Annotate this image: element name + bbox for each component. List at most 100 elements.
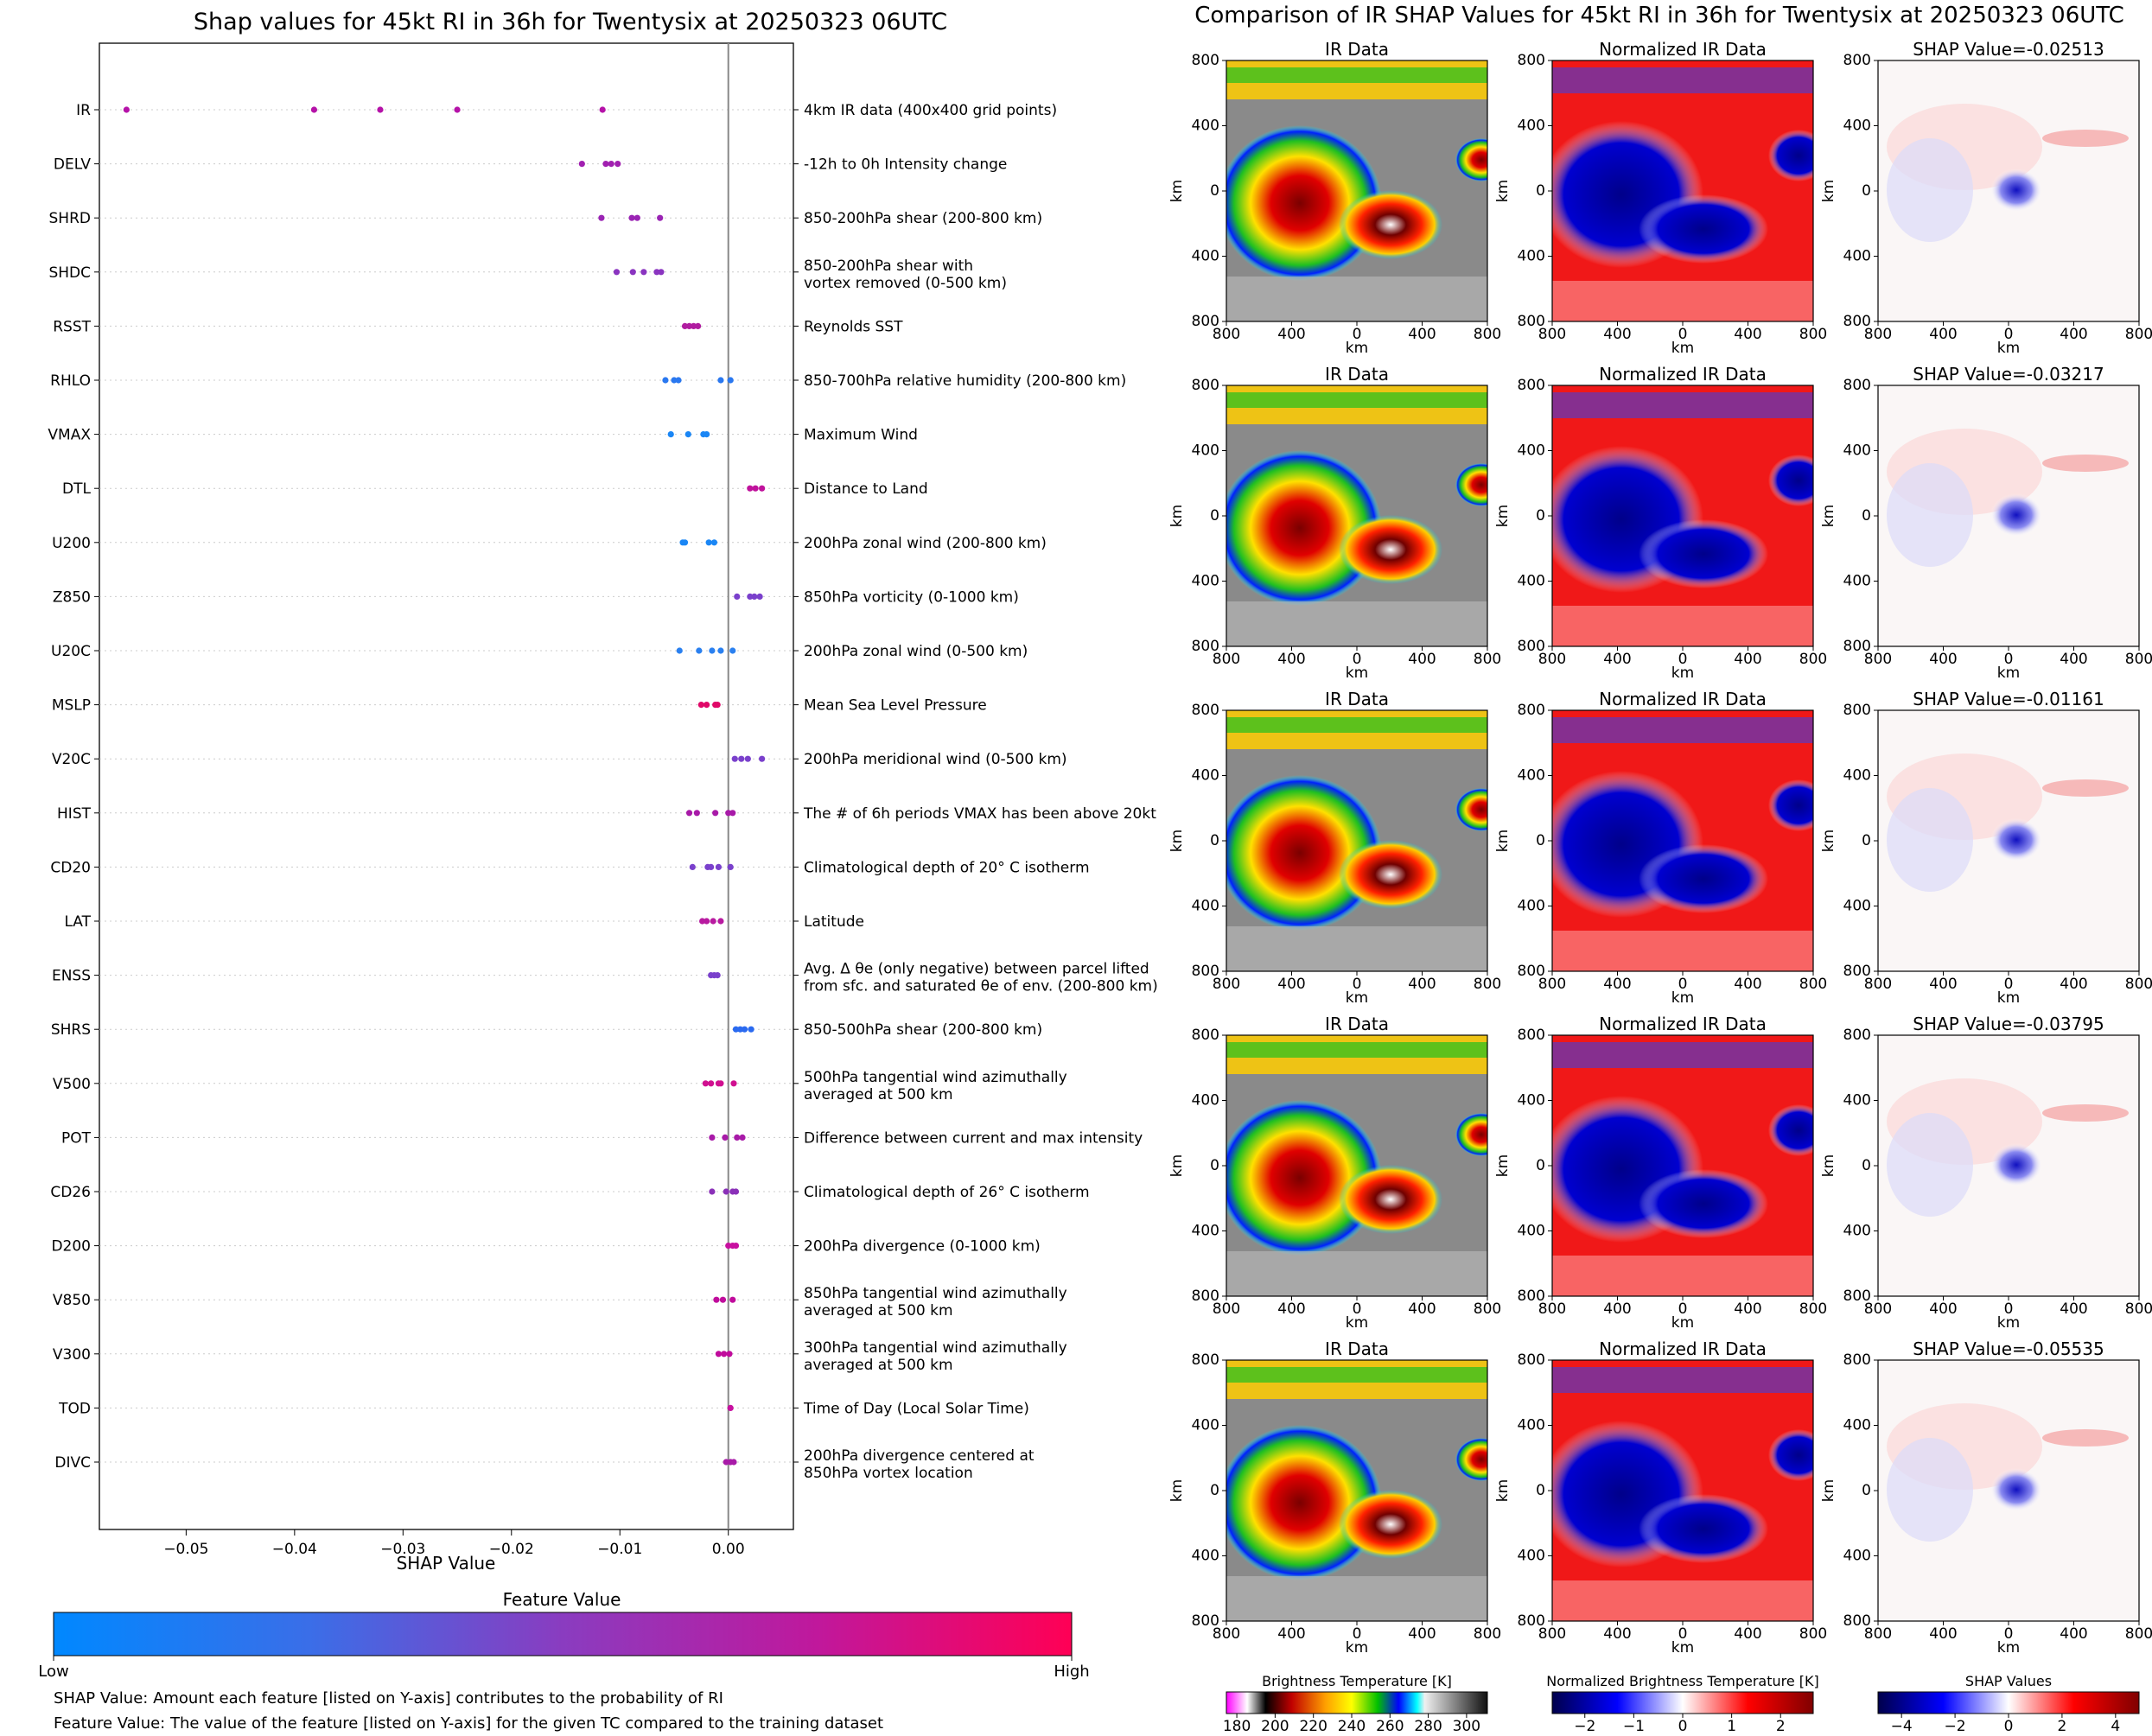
shap-point xyxy=(721,1351,728,1358)
map-y-tick-label: 0 xyxy=(1210,507,1219,525)
map-y-tick-label: 800 xyxy=(1518,377,1545,394)
map-x-tick-label: 400 xyxy=(1277,326,1305,343)
map-x-tick-label: 400 xyxy=(1929,326,1957,343)
shap-point xyxy=(684,431,691,438)
map-x-tick-label: 800 xyxy=(1474,976,1501,993)
map-x-tick-label: 400 xyxy=(1408,1625,1436,1643)
x-tick-label: 0.00 xyxy=(712,1541,745,1558)
map-x-tick-label: 800 xyxy=(1864,1300,1892,1318)
map-x-tick-label: 400 xyxy=(1408,976,1436,993)
map-x-tick-label: 400 xyxy=(1734,1300,1761,1318)
map-x-axis-label: km xyxy=(1346,989,1368,1007)
colorbar-tick-label: −2 xyxy=(1574,1718,1595,1735)
map-x-tick-label: 0 xyxy=(2004,1625,2014,1643)
map-x-tick-label: 400 xyxy=(1603,1300,1631,1318)
feature-description-mslp: Mean Sea Level Pressure xyxy=(804,697,987,715)
feature-value-note: Feature Value: The value of the feature … xyxy=(54,1714,884,1733)
map-x-axis-label: km xyxy=(1671,989,1694,1007)
map-y-tick-label: 800 xyxy=(1518,1612,1545,1630)
shap-point xyxy=(723,1459,729,1466)
colorbar-tick-label: 280 xyxy=(1414,1718,1442,1735)
map-y-tick-label: 400 xyxy=(1192,248,1219,265)
map-x-tick-label: 400 xyxy=(1929,651,1957,668)
shap-point xyxy=(729,647,736,654)
ir-map-title: IR Data xyxy=(1325,689,1389,709)
colorbar-tick-label: 0 xyxy=(2004,1718,2014,1735)
map-x-tick-label: 800 xyxy=(1864,651,1892,668)
shap-point xyxy=(704,918,710,925)
map-y-tick-label: 0 xyxy=(1536,1157,1545,1174)
map-x-tick-label: 800 xyxy=(1799,1300,1827,1318)
feature-description-cd26: Climatological depth of 26° C isotherm xyxy=(804,1184,1090,1201)
map-x-tick-label: 800 xyxy=(2125,651,2152,668)
map-y-tick-label: 0 xyxy=(1862,1482,1871,1499)
shap-point xyxy=(708,1080,715,1087)
map-x-tick-label: 400 xyxy=(1734,326,1761,343)
norm-map-row-2: Normalized IR Data8008004004000040040080… xyxy=(1494,364,1827,682)
feature-label-v20c: V20C xyxy=(52,751,91,768)
map-y-tick-label: 400 xyxy=(1518,118,1545,135)
shap-point xyxy=(715,863,723,871)
feature-description-v20c: 200hPa meridional wind (0-500 km) xyxy=(804,751,1067,768)
feature-description-shdc: 850-200hPa shear with xyxy=(804,258,973,275)
map-x-tick-label: 400 xyxy=(1277,1300,1305,1318)
map-x-tick-label: 400 xyxy=(1734,651,1761,668)
shap-point xyxy=(310,106,318,113)
map-x-tick-label: 0 xyxy=(1678,651,1688,668)
map-x-tick-label: 400 xyxy=(2060,651,2087,668)
map-x-tick-label: 400 xyxy=(1929,1300,1957,1318)
shap-point xyxy=(710,918,716,925)
map-x-tick-label: 800 xyxy=(2125,1300,2152,1318)
map-y-tick-label: 400 xyxy=(1518,1092,1545,1110)
map-y-tick-label: 0 xyxy=(1536,1482,1545,1499)
feature-label-shrs: SHRS xyxy=(51,1021,91,1039)
map-y-tick-label: 800 xyxy=(1843,702,1871,719)
map-x-tick-label: 800 xyxy=(1474,651,1501,668)
map-x-tick-label: 400 xyxy=(1603,651,1631,668)
shap-summary-chart: Shap values for 45kt RI in 36h for Twent… xyxy=(38,9,1157,1681)
map-y-tick-label: 400 xyxy=(1843,248,1871,265)
shap-point xyxy=(752,485,759,492)
map-y-tick-label: 0 xyxy=(1536,507,1545,525)
map-x-tick-label: 0 xyxy=(2004,651,2014,668)
map-y-tick-label: 400 xyxy=(1518,1548,1545,1565)
map-y-axis-label: km xyxy=(1494,180,1512,202)
shap-point xyxy=(676,647,683,654)
norm-map-title: Normalized IR Data xyxy=(1599,1339,1767,1359)
shap-point xyxy=(723,1188,729,1195)
shap-point xyxy=(714,702,721,709)
shap-point xyxy=(730,1459,737,1466)
map-y-tick-label: 0 xyxy=(1862,507,1871,525)
feature-description-shrd: 850-200hPa shear (200-800 km) xyxy=(804,210,1042,227)
feature-description-hist: The # of 6h periods VMAX has been above … xyxy=(803,805,1156,823)
feature-description-v850: averaged at 500 km xyxy=(804,1302,953,1319)
shap-x-axis: −0.05 −0.04 −0.03 −0.02 −0.01 0.00 xyxy=(163,1529,745,1558)
shap-point xyxy=(704,431,710,438)
map-y-axis-label: km xyxy=(1820,830,1837,852)
shap-point xyxy=(747,593,754,601)
map-x-tick-label: 400 xyxy=(1603,976,1631,993)
feature-label-cd20: CD20 xyxy=(50,859,91,876)
feature-label-pot: POT xyxy=(61,1129,92,1147)
map-y-tick-label: 800 xyxy=(1843,1612,1871,1630)
feature-description-v850: 850hPa tangential wind azimuthally xyxy=(804,1285,1067,1302)
ir-comparison-title: Comparison of IR SHAP Values for 45kt RI… xyxy=(1194,3,2124,29)
map-x-tick-label: 400 xyxy=(1603,1625,1631,1643)
map-x-axis-label: km xyxy=(1671,340,1694,357)
map-y-tick-label: 800 xyxy=(1192,1351,1219,1369)
map-x-tick-label: 800 xyxy=(1538,1625,1566,1643)
map-x-tick-label: 0 xyxy=(1678,1625,1688,1643)
map-y-axis-label: km xyxy=(1168,1154,1186,1177)
feature-description-vmax: Maximum Wind xyxy=(804,427,918,444)
map-x-tick-label: 400 xyxy=(1929,1625,1957,1643)
map-y-tick-label: 0 xyxy=(1862,1157,1871,1174)
feature-label-enss: ENSS xyxy=(52,968,91,985)
map-x-axis-label: km xyxy=(1671,1314,1694,1332)
shap-point xyxy=(729,810,736,817)
shap-chart-title: Shap values for 45kt RI in 36h for Twent… xyxy=(194,9,947,35)
feature-value-colorbar-title: Feature Value xyxy=(503,1589,621,1610)
ir-map-title: IR Data xyxy=(1325,1014,1389,1034)
map-y-tick-label: 800 xyxy=(1192,963,1219,980)
shap-point xyxy=(689,863,696,871)
shap-point xyxy=(653,269,660,276)
